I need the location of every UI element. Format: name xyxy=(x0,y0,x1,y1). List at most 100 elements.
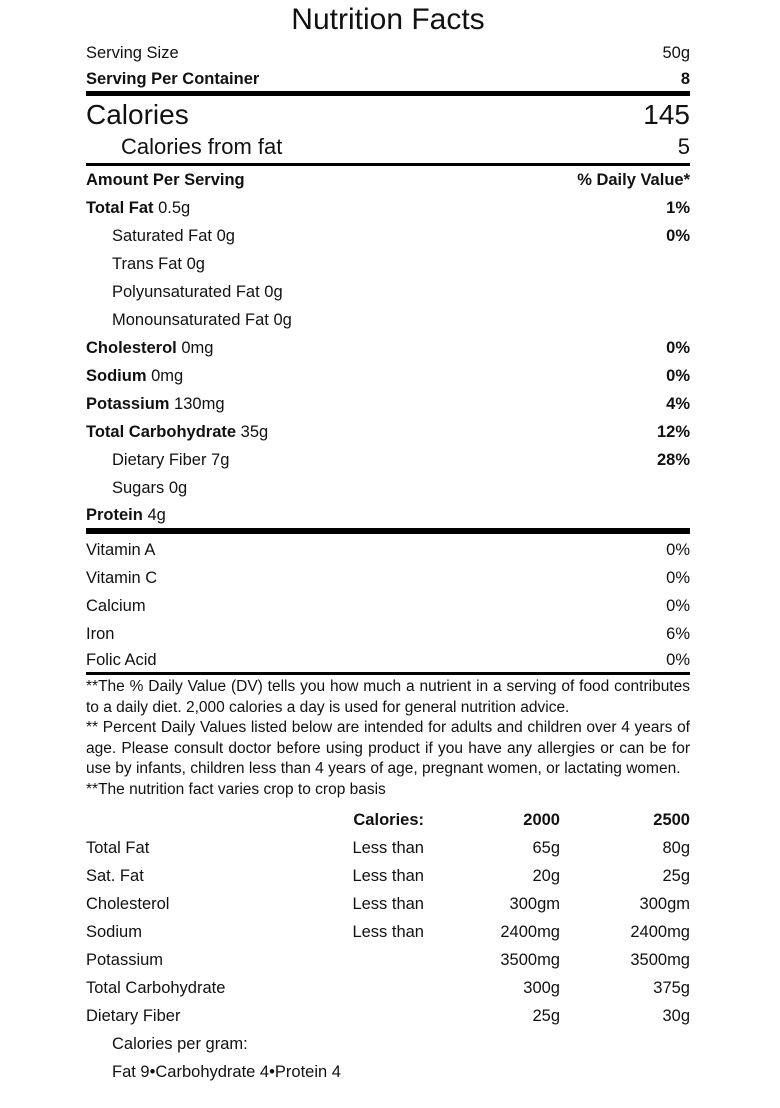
nutrient-row-total-carbohydrate: Total Carbohydrate 35g 12% xyxy=(86,418,690,446)
nutrient-name: Saturated Fat xyxy=(112,226,212,245)
nutrient-amount: 0g xyxy=(264,282,283,301)
calories-from-fat-label: Calories from fat xyxy=(121,134,283,159)
serving-size-row: Serving Size 50g xyxy=(86,39,690,67)
dv-table-row: Total Fat Less than 65g 80g xyxy=(86,834,690,862)
vitamin-row: Folic Acid 0% xyxy=(86,648,690,672)
calories-header: Calories: xyxy=(353,810,424,829)
dv-row-qualifier: Less than xyxy=(352,894,424,913)
vitamin-row: Vitamin A 0% xyxy=(86,536,690,564)
dv-table-row: Total Carbohydrate 300g 375g xyxy=(86,974,690,1002)
vitamin-name: Calcium xyxy=(86,596,146,615)
nutrient-row-total-fat: Total Fat 0.5g 1% xyxy=(86,194,690,222)
footnote: **The nutrition fact varies crop to crop… xyxy=(86,780,386,798)
nutrient-name: Monounsaturated Fat xyxy=(112,310,269,329)
nutrient-amount: 35g xyxy=(240,422,269,441)
nutrient-dv: 28% xyxy=(656,450,690,469)
nutrient-amount: 4g xyxy=(147,505,166,524)
nutrient-amount: 0mg xyxy=(181,338,214,357)
footnote: ** Percent Daily Values listed below are… xyxy=(86,719,690,777)
medium-divider xyxy=(86,163,690,166)
nutrient-name: Sodium xyxy=(86,366,147,385)
amount-per-serving-label: Amount Per Serving xyxy=(86,170,245,189)
nutrient-name: Cholesterol xyxy=(86,338,177,357)
vitamin-row: Calcium 0% xyxy=(86,592,690,620)
nutrient-dv: 0% xyxy=(666,338,690,357)
nutrient-name: Dietary Fiber xyxy=(112,450,207,469)
dv-row-name: Cholesterol xyxy=(86,894,170,913)
nutrient-amount: 0mg xyxy=(151,366,184,385)
dv-row-2000: 20g xyxy=(532,866,560,885)
calories-from-fat-row: Calories from fat 5 xyxy=(86,134,690,160)
vitamin-dv: 0% xyxy=(666,540,690,559)
nutrient-amount: 0g xyxy=(186,254,205,273)
vitamin-name: Vitamin C xyxy=(86,568,158,587)
vitamin-name: Iron xyxy=(86,624,115,643)
serving-size-value: 50g xyxy=(662,43,690,62)
calories-per-gram-values: Fat 9•Carbohydrate 4•Protein 4 xyxy=(112,1062,341,1081)
dv-table-row: Sat. Fat Less than 20g 25g xyxy=(86,862,690,890)
dv-row-2500: 375g xyxy=(653,978,690,997)
calories-label: Calories xyxy=(86,99,189,130)
nutrient-row-monounsaturated-fat: Monounsaturated Fat 0g xyxy=(86,306,690,334)
dv-table-row: Sodium Less than 2400mg 2400mg xyxy=(86,918,690,946)
nutrient-row-potassium: Potassium 130mg 4% xyxy=(86,390,690,418)
nutrient-amount: 0.5g xyxy=(158,198,191,217)
dv-row-name: Sat. Fat xyxy=(86,866,144,885)
nutrition-label: Nutrition Facts Serving Size 50g Serving… xyxy=(86,0,690,1086)
nutrient-name: Potassium xyxy=(86,394,170,413)
nutrient-name: Sugars xyxy=(112,478,165,497)
thick-divider xyxy=(86,91,690,96)
vitamin-name: Vitamin A xyxy=(86,540,156,559)
nutrient-row-polyunsaturated-fat: Polyunsaturated Fat 0g xyxy=(86,278,690,306)
dv-table-header: Calories: 2000 2500 xyxy=(86,806,690,834)
nutrient-name: Polyunsaturated Fat xyxy=(112,282,260,301)
nutrient-name: Protein xyxy=(86,505,143,524)
dv-row-2000: 300gm xyxy=(509,894,560,913)
dv-row-2000: 25g xyxy=(532,1006,560,1025)
calories-value: 145 xyxy=(643,99,690,130)
label-title: Nutrition Facts xyxy=(291,3,485,36)
nutrient-amount: 0g xyxy=(273,310,292,329)
dv-row-qualifier: Less than xyxy=(352,838,424,857)
vitamin-dv: 0% xyxy=(666,568,690,587)
vitamin-name: Folic Acid xyxy=(86,650,157,669)
dv-table-row: Dietary Fiber 25g 30g xyxy=(86,1002,690,1030)
servings-per-container-row: Serving Per Container 8 xyxy=(86,67,690,91)
col-2000-header: 2000 xyxy=(523,810,560,829)
nutrient-amount: 0g xyxy=(216,226,235,245)
vitamin-dv: 0% xyxy=(666,650,690,669)
dv-row-2500: 300gm xyxy=(639,894,690,913)
dv-row-2000: 65g xyxy=(532,838,560,857)
nutrient-name: Trans Fat xyxy=(112,254,182,273)
dv-row-2500: 30g xyxy=(662,1006,690,1025)
nutrient-amount: 130mg xyxy=(174,394,225,413)
dv-row-name: Dietary Fiber xyxy=(86,1006,181,1025)
nutrient-amount: 0g xyxy=(168,478,188,497)
dv-row-2500: 80g xyxy=(662,838,690,857)
nutrient-row-cholesterol: Cholesterol 0mg 0% xyxy=(86,334,690,362)
nutrient-dv: 1% xyxy=(666,198,690,217)
dv-table-row: Potassium 3500mg 3500mg xyxy=(86,946,690,974)
daily-value-label: % Daily Value* xyxy=(577,170,690,189)
calories-row: Calories 145 xyxy=(86,96,690,134)
nutrient-dv: 0% xyxy=(666,366,690,385)
nutrient-row-sodium: Sodium 0mg 0% xyxy=(86,362,690,390)
vitamin-row: Vitamin C 0% xyxy=(86,564,690,592)
dv-row-name: Total Carbohydrate xyxy=(86,978,226,997)
footnotes: **The % Daily Value (DV) tells you how m… xyxy=(86,677,690,800)
vitamin-dv: 0% xyxy=(666,596,690,615)
thick-divider xyxy=(86,528,690,534)
dv-row-2000: 300g xyxy=(523,978,560,997)
serving-size-label: Serving Size xyxy=(86,43,179,62)
daily-value-table: Calories: 2000 2500 Total Fat Less than 65… xyxy=(86,806,690,1086)
medium-divider xyxy=(86,672,690,675)
amount-header-row: Amount Per Serving % Daily Value* xyxy=(86,166,690,194)
dv-row-qualifier: Less than xyxy=(352,922,424,941)
servings-per-container-value: 8 xyxy=(680,69,690,88)
servings-per-container-label: Serving Per Container xyxy=(86,69,260,88)
nutrient-name: Total Carbohydrate xyxy=(86,422,237,441)
dv-row-2000: 3500mg xyxy=(500,950,560,969)
nutrient-row-protein: Protein 4g xyxy=(86,502,690,528)
nutrient-amount: 7g xyxy=(211,450,230,469)
nutrient-dv: 4% xyxy=(666,394,690,413)
